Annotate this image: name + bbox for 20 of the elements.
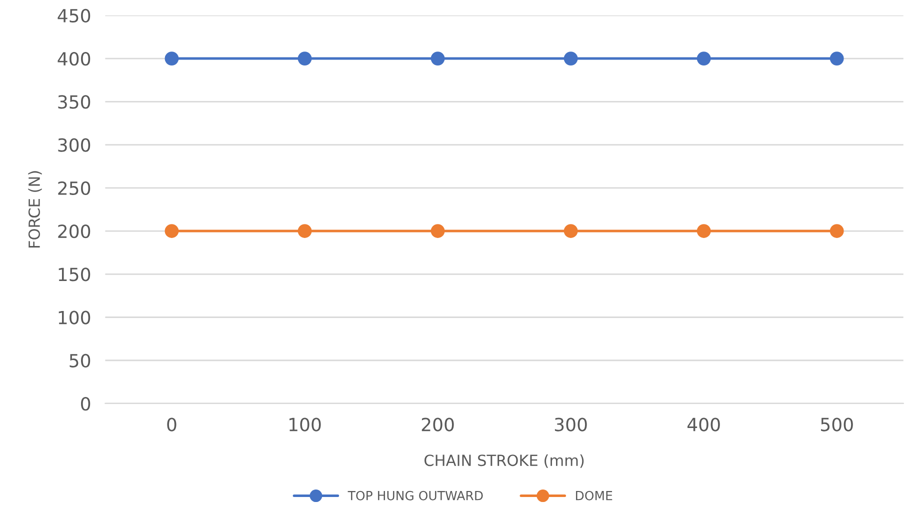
y-tick-label: 200 xyxy=(58,224,90,238)
y-tick-label: 300 xyxy=(58,138,90,152)
x-tick-label: 200 xyxy=(422,418,454,432)
legend-label: TOP HUNG OUTWARD xyxy=(348,490,483,500)
y-tick-label: 150 xyxy=(58,268,90,282)
y-tick-label: 400 xyxy=(58,52,90,66)
y-tick-label: 50 xyxy=(70,354,90,368)
y-tick-label: 450 xyxy=(58,8,90,23)
x-tick-label: 500 xyxy=(821,418,853,432)
legend-label: DOME xyxy=(576,490,612,500)
y-axis-title: FORCE (N) xyxy=(28,171,42,248)
y-tick-label: 250 xyxy=(58,181,90,196)
y-tick-label: 100 xyxy=(58,310,90,324)
x-axis-title: CHAIN STROKE (mm) xyxy=(424,454,584,468)
y-tick-label: 0 xyxy=(81,396,90,411)
y-tick-label: 350 xyxy=(58,95,90,109)
x-tick-label: 400 xyxy=(687,418,720,432)
x-tick-label: 100 xyxy=(290,418,321,432)
x-tick-label: 300 xyxy=(554,418,587,432)
x-tick-label: 0 xyxy=(167,418,176,432)
